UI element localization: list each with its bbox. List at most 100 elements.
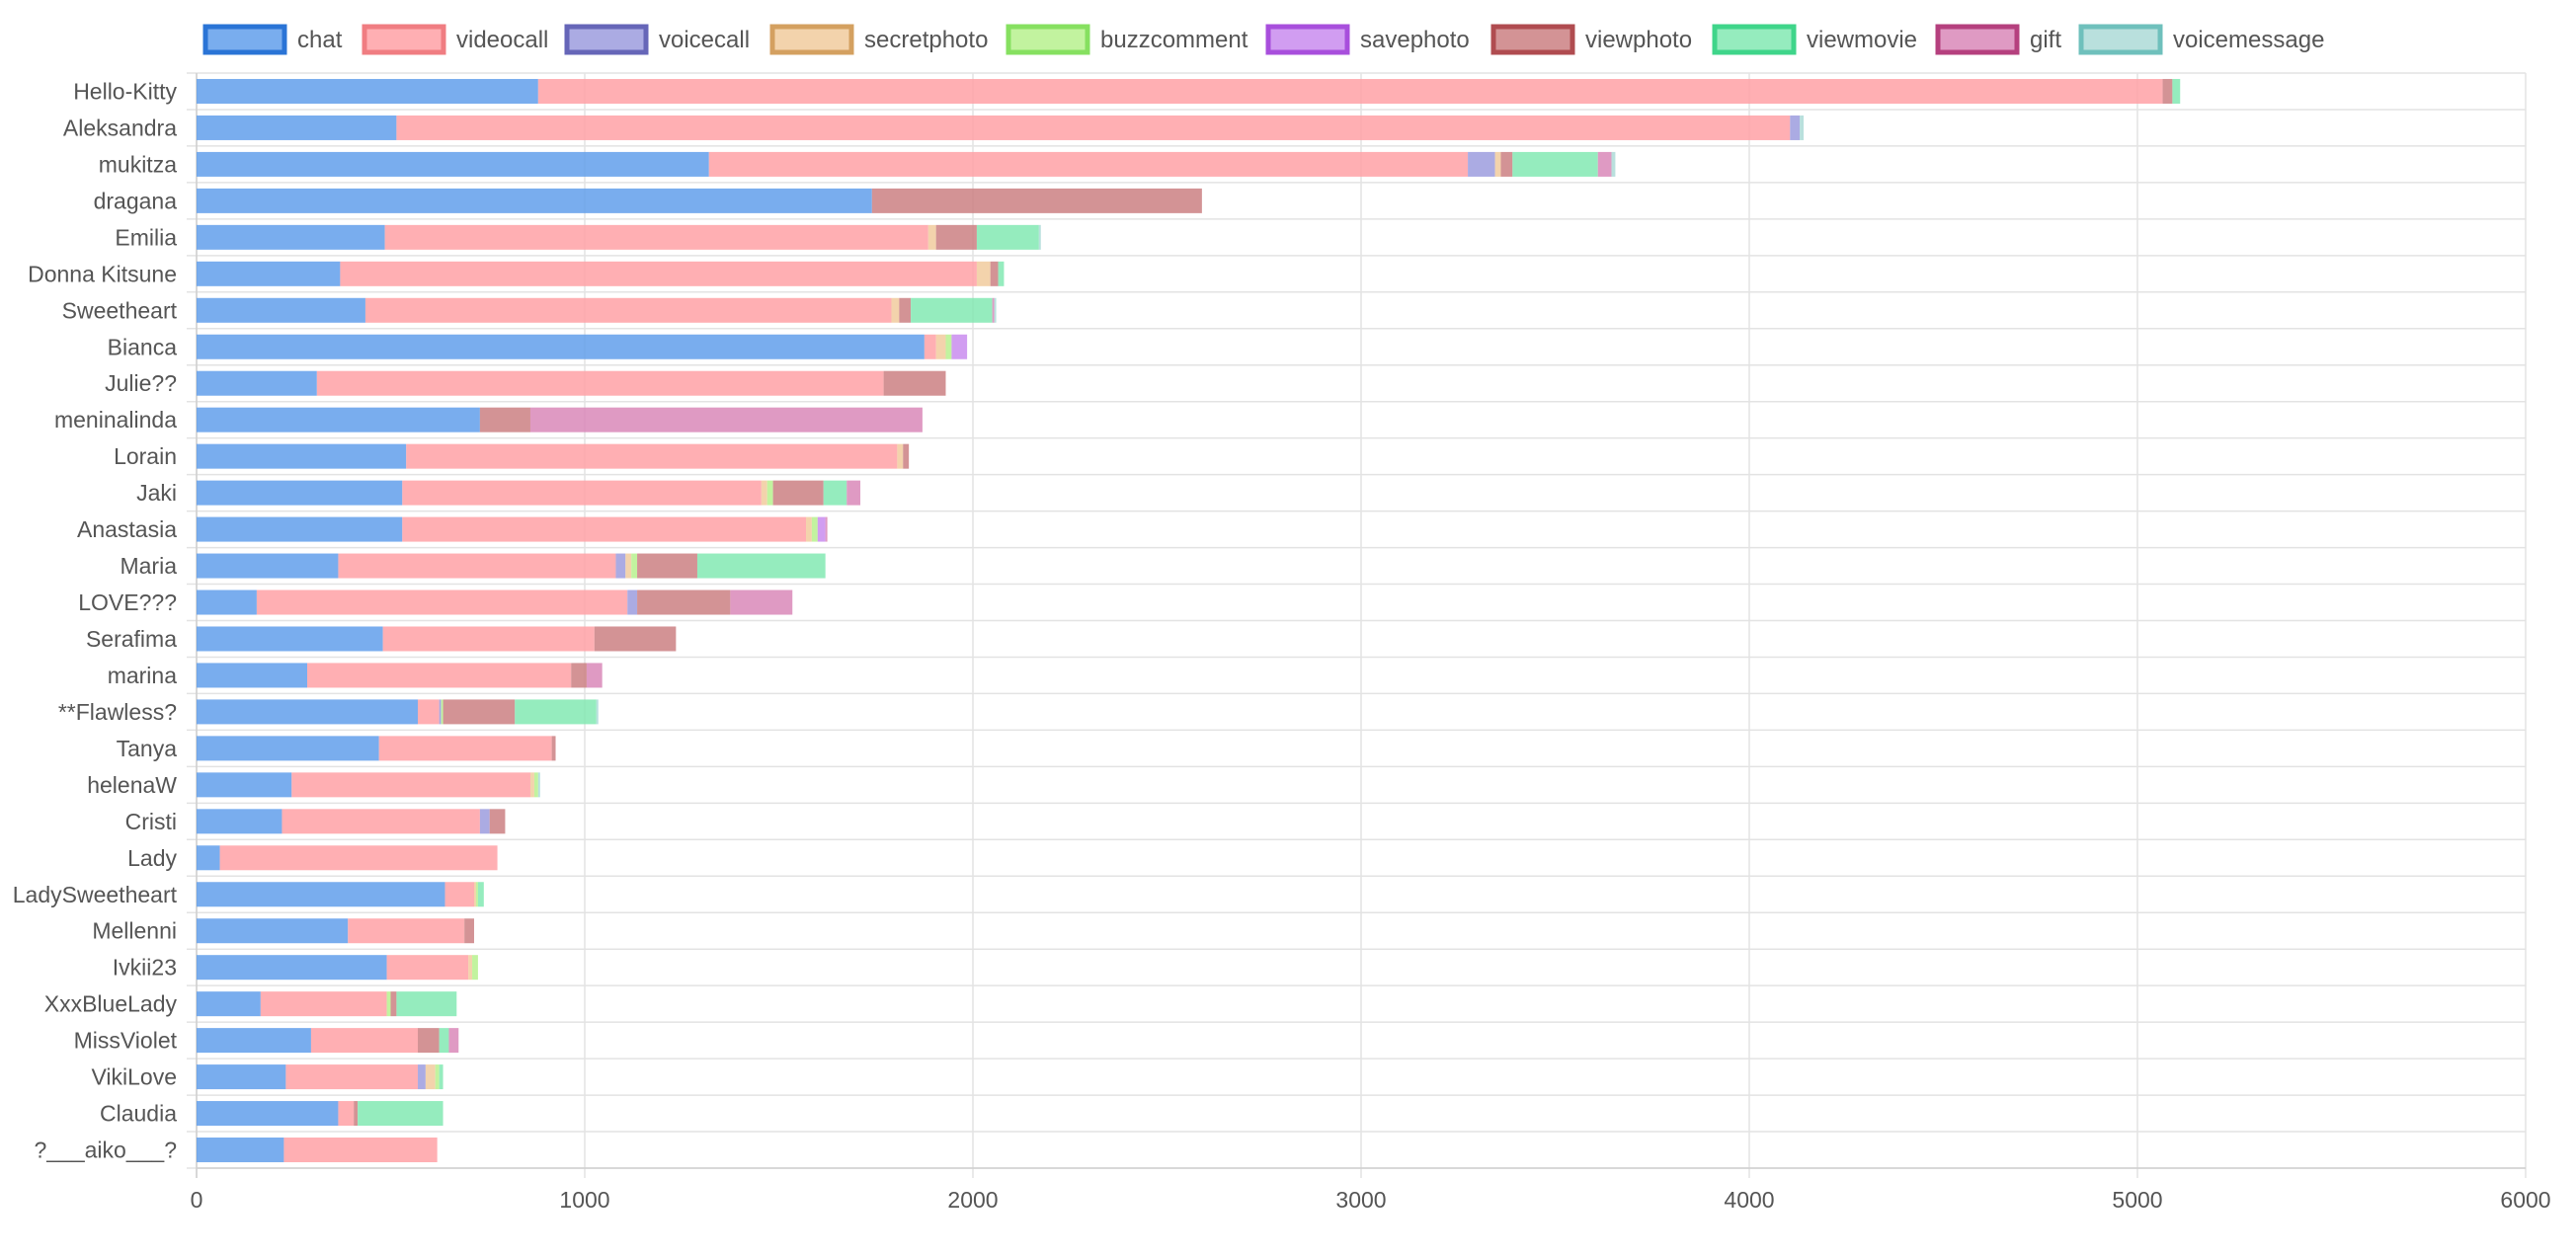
bar-segment-gift [825, 516, 828, 542]
bar-segment-chat [197, 699, 419, 725]
bar-segment-viewphoto [637, 589, 731, 615]
bar-segment-videocall [402, 480, 762, 506]
bar-segment-videocall [386, 955, 469, 981]
legend-label: viewmovie [1807, 27, 1917, 53]
bar-segment-chat [197, 1138, 284, 1163]
bar-segment-gift [1597, 151, 1612, 177]
bar-segment-videocall [444, 882, 474, 907]
bar-segment-viewphoto [871, 188, 1202, 213]
bar-segment-secretphoto [976, 261, 991, 286]
bar-segment-videocall [256, 589, 628, 615]
bar-segment-chat [197, 261, 341, 286]
category-label: LOVE??? [78, 589, 177, 615]
bar-segment-chat [197, 663, 308, 688]
bar-segment-secretphoto [425, 1064, 436, 1090]
bar-segment-chat [197, 407, 480, 432]
bar-segment-videocall [924, 334, 936, 359]
legend-item-viewphoto: viewphoto [1490, 24, 1692, 55]
bar-segment-voicecall [439, 699, 442, 725]
bar-segment-chat [197, 224, 385, 250]
bar-segment-chat [197, 516, 403, 542]
legend-swatch [1265, 24, 1350, 55]
bar-segment-chat [197, 991, 261, 1017]
bar-segment-videocall [338, 1101, 355, 1127]
bar-segment-chat [197, 809, 282, 834]
bar-segment-buzzcomment [386, 991, 391, 1017]
bar-segment-videocall [310, 1028, 419, 1054]
legend-item-voicecall: voicecall [564, 24, 750, 55]
category-label: Cristi [125, 809, 177, 834]
bar-segment-chat [197, 553, 339, 579]
legend-swatch [1935, 24, 2020, 55]
bar-segment-videocall [708, 151, 1469, 177]
legend-item-chat: chat [202, 24, 343, 55]
legend-item-viewmovie: viewmovie [1712, 24, 1917, 55]
legend-label: gift [2030, 27, 2061, 53]
legend-label: savephoto [1360, 27, 1470, 53]
category-label: Serafima [86, 626, 177, 652]
bar-segment-viewphoto [551, 736, 556, 761]
bar-segment-chat [197, 882, 445, 907]
bar-segment-viewphoto [443, 699, 516, 725]
bar-segment-voicemessage [1800, 115, 1805, 140]
bar-segment-secretphoto [935, 334, 946, 359]
bar-segment-secretphoto [891, 297, 900, 323]
legend-label: buzzcomment [1100, 27, 1248, 53]
category-label: MissViolet [74, 1028, 178, 1054]
legend-label: videocall [456, 27, 548, 53]
bar-segment-viewphoto [899, 297, 912, 323]
bar-segment-videocall [364, 297, 892, 323]
bar-segment-viewphoto [464, 918, 474, 944]
category-label: Tanya [117, 736, 178, 761]
bar-segment-videocall [396, 115, 1791, 140]
bar-segment-viewphoto [594, 626, 677, 652]
bar-segment-gift [529, 407, 923, 432]
x-tick-label: 6000 [2500, 1187, 2550, 1213]
legend-label: chat [297, 27, 343, 53]
bar-segment-chat [197, 1064, 286, 1090]
bar-segment-viewmovie [998, 261, 1005, 286]
bar-segment-chat [197, 334, 925, 359]
bar-segment-gift [586, 663, 603, 688]
bar-segment-chat [197, 188, 872, 213]
bar-segment-chat [197, 1101, 339, 1127]
bar-segment-viewmovie [1512, 151, 1598, 177]
category-label: ?___aiko___? [34, 1138, 177, 1163]
legend-swatch [362, 24, 446, 55]
bar-segment-chat [197, 772, 292, 798]
bar-segment-chat [197, 480, 403, 506]
category-label: XxxBlueLady [44, 991, 178, 1017]
bar-segment-viewphoto [903, 443, 910, 469]
bar-segment-viewmovie [696, 553, 826, 579]
legend-label: viewphoto [1585, 27, 1692, 53]
legend-item-videocall: videocall [362, 24, 548, 55]
category-label: Jaki [136, 480, 177, 506]
bar-segment-buzzcomment [472, 955, 478, 981]
legend-swatch [1490, 24, 1575, 55]
bar-segment-viewmovie [823, 480, 847, 506]
bar-segment-chat [197, 736, 379, 761]
bar-segment-viewphoto [883, 370, 946, 396]
legend-swatch [202, 24, 287, 55]
category-label: LadySweetheart [13, 882, 178, 907]
bar-segment-chat [197, 151, 709, 177]
bar-segment-videocall [378, 736, 552, 761]
bar-segment-buzzcomment [945, 334, 952, 359]
bar-segment-viewmovie [2172, 78, 2181, 104]
chart-legend: chat videocall voicecall secretphoto buzzcom… [202, 24, 2324, 55]
bar-segment-videocall [283, 1138, 438, 1163]
x-tick-label: 4000 [1724, 1187, 1774, 1213]
bar-segment-videocall [348, 918, 465, 944]
bar-segment-videocall [537, 78, 2163, 104]
bar-segment-viewphoto [990, 261, 999, 286]
category-label: mukitza [99, 151, 177, 177]
category-label: Maria [120, 553, 177, 579]
legend-label: voicecall [659, 27, 750, 53]
bar-segment-voicecall [615, 553, 626, 579]
bar-segment-buzzcomment [475, 882, 478, 907]
category-label: VikiLove [91, 1064, 177, 1090]
category-label: Anastasia [77, 516, 177, 542]
bar-segment-videocall [406, 443, 898, 469]
category-label: Mellenni [92, 918, 177, 944]
